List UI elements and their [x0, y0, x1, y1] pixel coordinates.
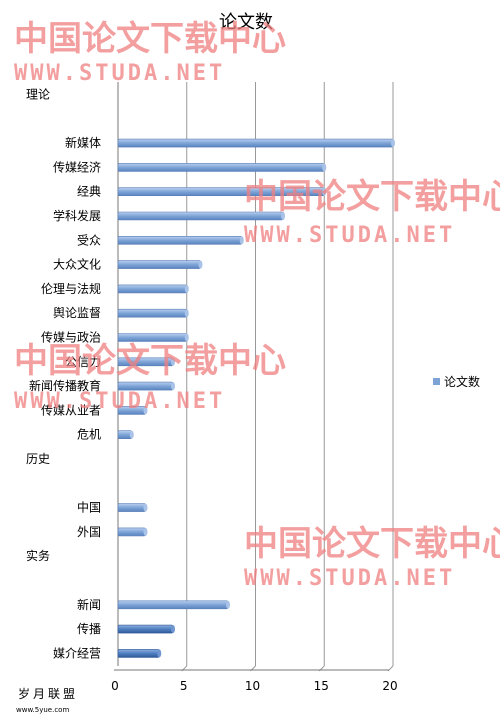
- category-labels: 理论新媒体传媒经济经典学科发展受众大众文化伦理与法规舆论监督传媒与政治公信力新闻…: [26, 88, 101, 661]
- bar-end: [322, 163, 327, 172]
- watermark-text-2: 中国论文下载中心: [244, 177, 500, 217]
- bar: [117, 284, 188, 294]
- bar-end: [322, 187, 327, 196]
- x-tick-label: 15: [314, 679, 329, 693]
- category-label: 实务: [26, 548, 50, 563]
- category-label: 新闻传播教育: [29, 378, 101, 393]
- bar: [117, 649, 160, 658]
- category-label: 传媒经济: [53, 159, 101, 174]
- category-label: 中国: [77, 500, 101, 515]
- category-label: 学科发展: [53, 208, 101, 223]
- bar-end: [143, 503, 148, 512]
- category-label: 公信力: [65, 355, 101, 369]
- watermark-url-4: WWW.STUDA.NET: [244, 566, 455, 591]
- bars: [117, 138, 395, 658]
- category-label: 新闻: [77, 597, 101, 612]
- category-label: 新媒体: [65, 135, 101, 150]
- category-label: 受众: [77, 233, 101, 247]
- category-label: 传播: [77, 621, 101, 636]
- category-label: 经典: [77, 185, 101, 199]
- x-tick-label: 10: [245, 679, 260, 693]
- bar-end: [184, 309, 189, 318]
- bar: [117, 308, 188, 318]
- watermark-url-1: WWW.STUDA.NET: [14, 61, 225, 86]
- category-label: 危机: [77, 428, 101, 442]
- bar: [117, 527, 146, 537]
- watermark-url-3: WWW.STUDA.NET: [14, 389, 225, 414]
- category-label: 伦理与法规: [41, 281, 101, 296]
- bar-end: [184, 284, 189, 293]
- bar-end: [171, 382, 175, 391]
- watermark-text-4: 中国论文下载中心: [244, 524, 500, 564]
- x-tick-label: 20: [382, 679, 397, 693]
- watermark-text-1: 中国论文下载中心: [14, 19, 286, 59]
- watermark-text-3: 中国论文下载中心: [14, 341, 286, 381]
- bar: [117, 430, 133, 440]
- legend-swatch: [433, 378, 440, 385]
- footer-logo: 岁月联盟: [18, 686, 78, 701]
- legend: 论文数: [433, 374, 480, 389]
- bar-end: [143, 406, 148, 415]
- tick-labels: 0 5 10 15 20: [111, 679, 397, 693]
- bar: [117, 236, 243, 245]
- bar: [117, 600, 229, 610]
- category-label: 外国: [77, 525, 101, 539]
- x-tick-label: 5: [180, 679, 188, 693]
- footer-url: www.5yue.com: [16, 706, 69, 714]
- legend-label: 论文数: [444, 374, 480, 389]
- axes: [114, 82, 389, 671]
- bar-end: [198, 260, 203, 269]
- bar: [117, 503, 146, 512]
- bar-end: [171, 625, 175, 634]
- category-label: 媒介经营: [53, 646, 101, 660]
- bar-end: [281, 212, 285, 220]
- bar: [117, 624, 174, 634]
- gridlines: [181, 82, 394, 672]
- category-label: 传媒与政治: [41, 330, 101, 345]
- bar-end: [239, 236, 244, 245]
- bar-end: [226, 600, 230, 609]
- category-label: 理论: [26, 88, 50, 102]
- category-label: 舆论监督: [53, 305, 101, 320]
- watermarks: 中国论文下载中心 WWW.STUDA.NET 中国论文下载中心 WWW.STUD…: [14, 19, 500, 591]
- chart-title: 论文数: [219, 12, 273, 33]
- category-label: 历史: [26, 452, 50, 466]
- x-tick-label: 0: [111, 679, 119, 693]
- bar-end: [157, 649, 162, 658]
- bar-end: [171, 357, 175, 366]
- watermark-url-2: WWW.STUDA.NET: [244, 223, 455, 248]
- bar: [117, 260, 201, 269]
- bar-end: [391, 139, 395, 148]
- category-label: 传媒从业者: [41, 402, 101, 417]
- bar-end: [143, 527, 148, 536]
- bar-end: [184, 333, 189, 342]
- category-label: 大众文化: [53, 257, 101, 272]
- bar-end: [129, 430, 134, 439]
- bar: [117, 138, 394, 148]
- bar: [117, 163, 325, 172]
